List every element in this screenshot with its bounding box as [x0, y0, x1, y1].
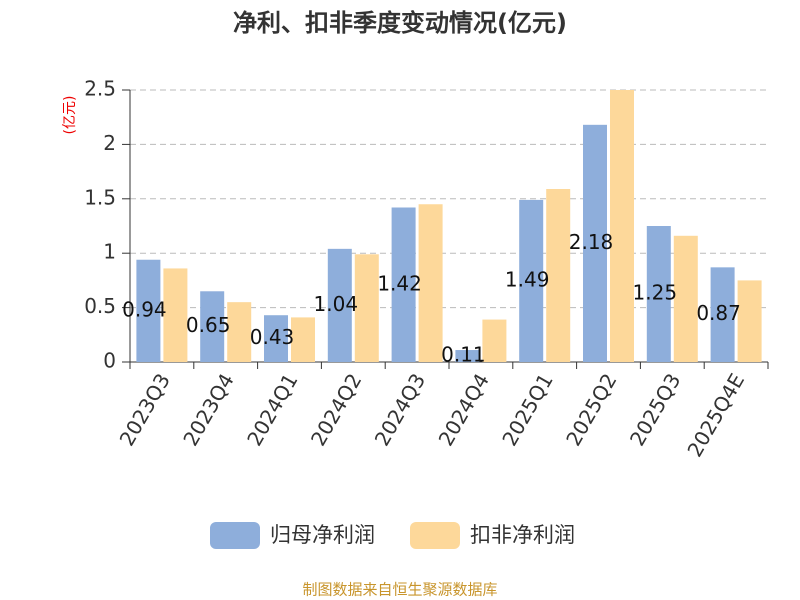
bar: [200, 291, 225, 362]
x-tick-label: 2025Q4E: [682, 369, 749, 461]
bar: [354, 254, 379, 362]
data-label: 2.18: [569, 230, 614, 254]
bar: [455, 350, 480, 362]
bar: [646, 226, 671, 362]
bar: [610, 90, 634, 362]
bar: [391, 207, 416, 362]
x-tick-label: 2023Q3: [115, 369, 175, 450]
bar: [291, 317, 315, 362]
x-tick-label: 2025Q3: [625, 369, 685, 450]
chart-title: 净利、扣非季度变动情况(亿元): [233, 9, 567, 37]
legend-label: 扣非净利润: [470, 523, 575, 547]
x-tick-label: 2024Q2: [306, 369, 366, 450]
bar: [546, 189, 571, 362]
y-tick-label: 1.5: [84, 185, 116, 209]
bar: [418, 204, 443, 362]
y-tick-label: 1: [103, 240, 116, 264]
data-label: 0.43: [250, 325, 295, 349]
data-label: 1.42: [377, 271, 422, 295]
x-tick-label: 2023Q4: [178, 369, 238, 450]
x-tick-label: 2025Q1: [497, 369, 557, 450]
bar: [583, 124, 607, 362]
data-label: 0.87: [696, 301, 741, 325]
x-tick-label: 2024Q4: [434, 369, 494, 450]
bar: [710, 267, 735, 362]
bar: [327, 248, 352, 362]
source-note: 制图数据来自恒生聚源数据库: [302, 581, 497, 599]
bar: [519, 199, 544, 362]
legend-swatch: [210, 522, 260, 549]
data-label: 1.49: [505, 267, 550, 291]
y-tick-label: 2.5: [84, 77, 116, 101]
bar: [227, 302, 252, 362]
data-label: 1.25: [633, 281, 678, 305]
bar: [264, 315, 288, 362]
data-label: 0.94: [122, 297, 167, 321]
bar: [673, 235, 698, 362]
y-axis-unit: (亿元): [62, 96, 78, 135]
data-label: 0.11: [441, 343, 486, 367]
bar: [737, 280, 762, 362]
legend-label: 归母净利润: [270, 523, 375, 547]
bar: [482, 319, 507, 362]
bar: [163, 268, 188, 362]
x-tick-label: 2025Q2: [561, 369, 621, 450]
y-tick-label: 2: [103, 131, 116, 155]
data-label: 1.04: [314, 292, 359, 316]
x-tick-label: 2024Q1: [242, 369, 302, 450]
bar: [136, 259, 161, 362]
legend-swatch: [410, 522, 460, 549]
data-label: 0.65: [186, 313, 231, 337]
x-tick-label: 2024Q3: [370, 369, 430, 450]
y-tick-label: 0: [103, 349, 116, 373]
y-tick-label: 0.5: [84, 294, 116, 318]
